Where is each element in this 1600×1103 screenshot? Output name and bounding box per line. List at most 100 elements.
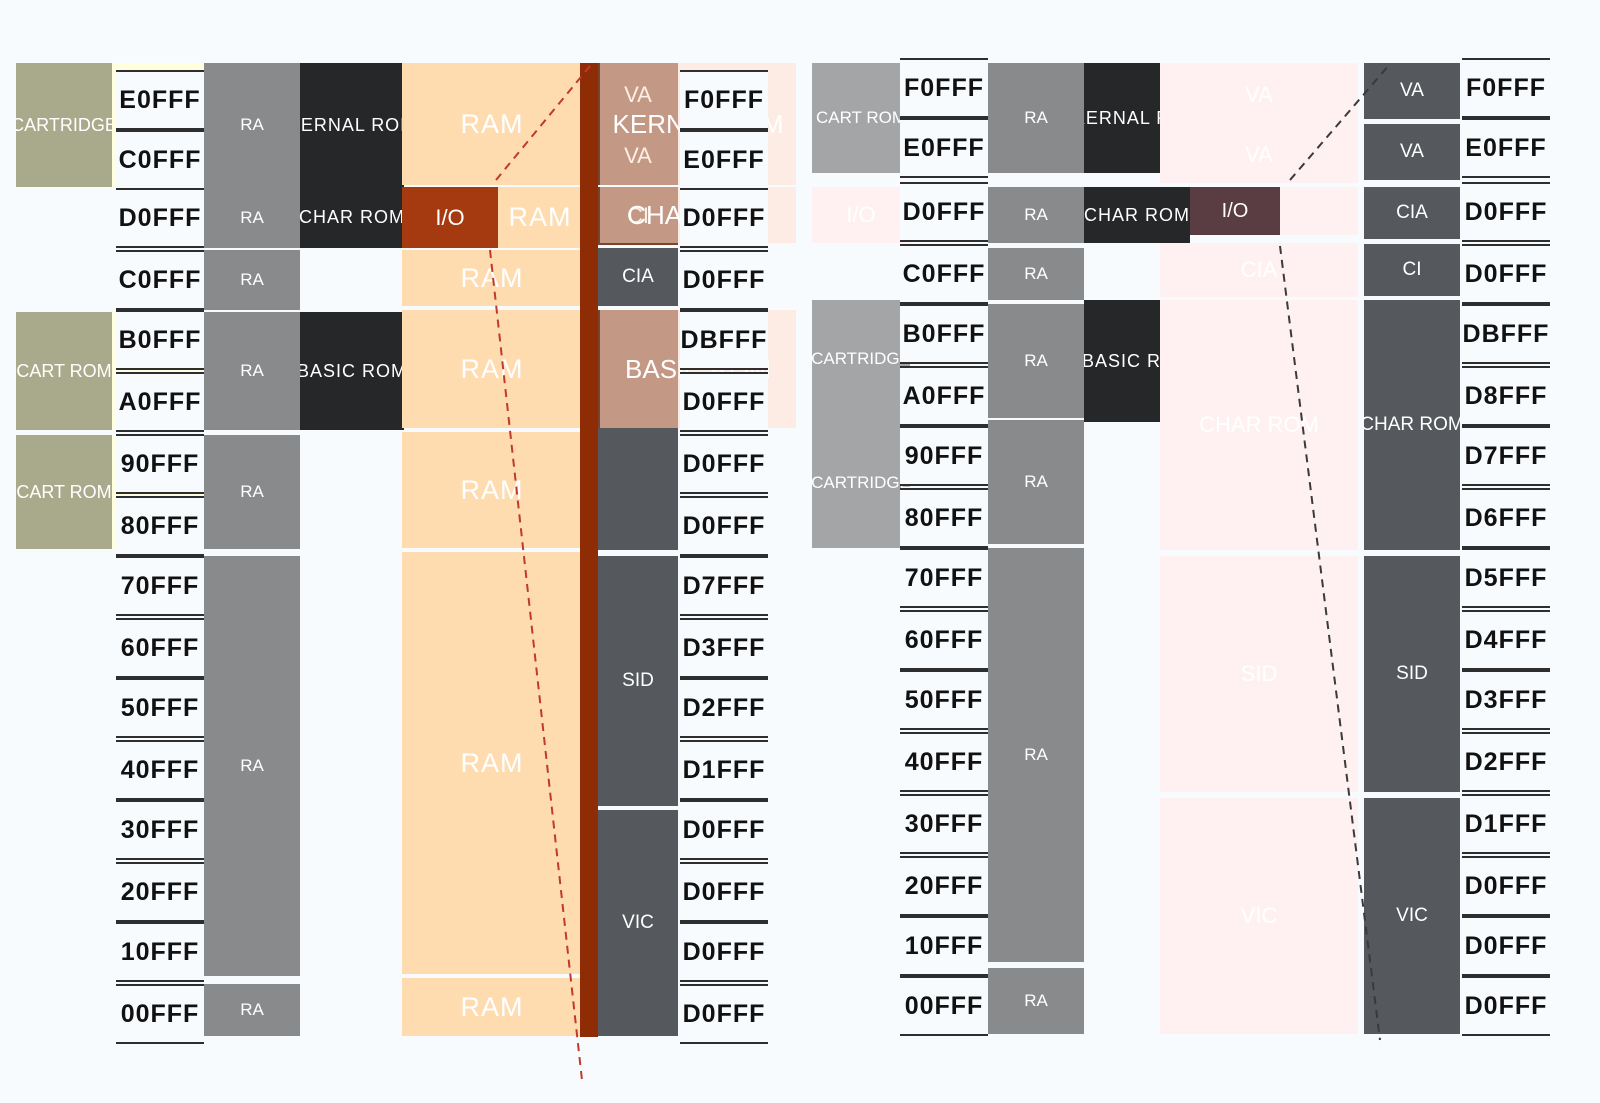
address-label: 70FFF bbox=[900, 548, 988, 608]
address-label: 20FFF bbox=[900, 856, 988, 916]
ra-label: RA bbox=[1024, 351, 1048, 370]
ram-label: RAM bbox=[460, 474, 524, 505]
address-label: 60FFF bbox=[116, 618, 204, 678]
va-block: VA bbox=[1160, 127, 1358, 183]
cia-block: CIA bbox=[1160, 243, 1358, 297]
cartridge-block: CART ROM bbox=[812, 63, 910, 173]
address-label: 70FFF bbox=[116, 556, 204, 616]
address-label: B0FFF bbox=[900, 304, 988, 364]
basic-rom-block: BASIC ROM bbox=[300, 312, 404, 430]
address-label: F0FFF bbox=[900, 58, 988, 118]
address-label: F0FFF bbox=[680, 70, 768, 130]
char-rom-block: CHAR ROM bbox=[1364, 300, 1460, 550]
ra-label: RA bbox=[240, 1000, 264, 1019]
basic-rom-label: BASIC ROM bbox=[300, 360, 404, 381]
connector-line bbox=[1279, 245, 1381, 1041]
char-rom-label: CHAR ROM bbox=[1364, 414, 1460, 435]
connector-line bbox=[1289, 63, 1391, 181]
address-label: C0FFF bbox=[116, 130, 204, 190]
connector-line bbox=[495, 65, 591, 181]
cia-label: CIA bbox=[1240, 257, 1278, 282]
char-rom-label: CHAR ROM bbox=[300, 207, 404, 227]
cia-label: CIA bbox=[1396, 202, 1428, 223]
cartridge-block-top: CARTRIDGE bbox=[16, 63, 112, 187]
va-label: VA bbox=[1245, 82, 1273, 107]
ra-label: RA bbox=[1024, 745, 1048, 764]
ra-label: RA bbox=[1024, 264, 1048, 283]
address-label: C0FFF bbox=[116, 250, 204, 310]
ra-label: RA bbox=[240, 270, 264, 289]
cart-rom-label: CART ROM bbox=[16, 360, 112, 381]
ra-block: RA bbox=[988, 548, 1084, 962]
ci-block: CI bbox=[1364, 244, 1460, 296]
cartridge-label: CARTRIDGE bbox=[812, 473, 910, 492]
cia-block: CIA bbox=[1364, 187, 1460, 239]
ram-block: RAM bbox=[402, 432, 582, 548]
char-rom-block: CHAR ROM bbox=[1160, 300, 1358, 550]
vic-label: VIC bbox=[1396, 905, 1428, 926]
address-label: 20FFF bbox=[116, 862, 204, 922]
ram-block: RAM bbox=[498, 187, 582, 248]
connector-line bbox=[489, 249, 583, 1081]
address-label: DBFFF bbox=[680, 310, 768, 370]
ram-label: RAM bbox=[460, 353, 524, 384]
address-label: 80FFF bbox=[900, 488, 988, 548]
address-label: D0FFF bbox=[1462, 244, 1550, 304]
divider-bar bbox=[580, 63, 598, 1037]
address-label: D7FFF bbox=[680, 556, 768, 616]
address-label: D0FFF bbox=[900, 182, 988, 242]
cart-rom-label: CART ROM bbox=[815, 108, 907, 127]
address-label: D0FFF bbox=[1462, 916, 1550, 976]
char-block bbox=[598, 428, 678, 550]
ra-block: RA bbox=[988, 187, 1084, 243]
io-block: I/O bbox=[402, 187, 498, 248]
vic-label: VIC bbox=[1240, 903, 1278, 928]
ra-block: RA bbox=[988, 304, 1084, 418]
address-label: A0FFF bbox=[900, 366, 988, 426]
va-block: VA bbox=[1160, 63, 1358, 127]
address-label: D3FFF bbox=[1462, 670, 1550, 730]
ram-block: RAM bbox=[402, 310, 582, 428]
ra-block: RA bbox=[204, 556, 300, 976]
cartridge-block: CARTRIDGE bbox=[812, 300, 910, 418]
char-rom-block: CHAR ROM bbox=[300, 187, 404, 248]
address-label: D0FFF bbox=[680, 922, 768, 982]
ra-block: RA bbox=[204, 187, 300, 248]
ra-label: RA bbox=[240, 482, 264, 501]
address-label: D3FFF bbox=[680, 618, 768, 678]
cartridge-label: CARTRIDGE bbox=[16, 114, 112, 135]
char-rom-block: CHAR ROM bbox=[1084, 187, 1190, 243]
ra-label: RA bbox=[240, 361, 264, 380]
address-label: 10FFF bbox=[900, 916, 988, 976]
ra-label: RA bbox=[1024, 991, 1048, 1010]
vic-block: VIC bbox=[1364, 798, 1460, 1034]
ram-block: RAM bbox=[402, 552, 582, 974]
address-label: 30FFF bbox=[116, 800, 204, 860]
ra-block: RA bbox=[204, 312, 300, 430]
ra-block: RA bbox=[988, 420, 1084, 544]
ra-label: RA bbox=[240, 115, 264, 134]
va-label: VA bbox=[1400, 141, 1424, 162]
address-label: D0FFF bbox=[680, 250, 768, 310]
address-label: D2FFF bbox=[1462, 732, 1550, 792]
ra-block: RA bbox=[988, 248, 1084, 300]
address-label: F0FFF bbox=[1462, 58, 1550, 118]
ram-block: RAM bbox=[402, 63, 582, 185]
ra-block: RA bbox=[988, 968, 1084, 1034]
ci-label: CI bbox=[1402, 259, 1422, 280]
address-label: D0FFF bbox=[680, 862, 768, 922]
address-label: 10FFF bbox=[116, 922, 204, 982]
sid-block: SID bbox=[1364, 556, 1460, 792]
address-label: D0FFF bbox=[1462, 856, 1550, 916]
ra-block: RA bbox=[204, 984, 300, 1036]
sid-label: SID bbox=[1240, 661, 1278, 686]
va-label: VA bbox=[1400, 80, 1424, 101]
ra-block: RA bbox=[204, 435, 300, 549]
char-rom-label: CHAR ROM bbox=[1199, 412, 1319, 437]
vic-block: VIC bbox=[598, 810, 678, 1036]
address-label: B0FFF bbox=[116, 310, 204, 370]
ra-label: RA bbox=[1024, 108, 1048, 127]
cartridge-block-mid: CART ROM bbox=[16, 312, 112, 430]
cartridge-label: CARTRIDGE bbox=[812, 349, 910, 368]
